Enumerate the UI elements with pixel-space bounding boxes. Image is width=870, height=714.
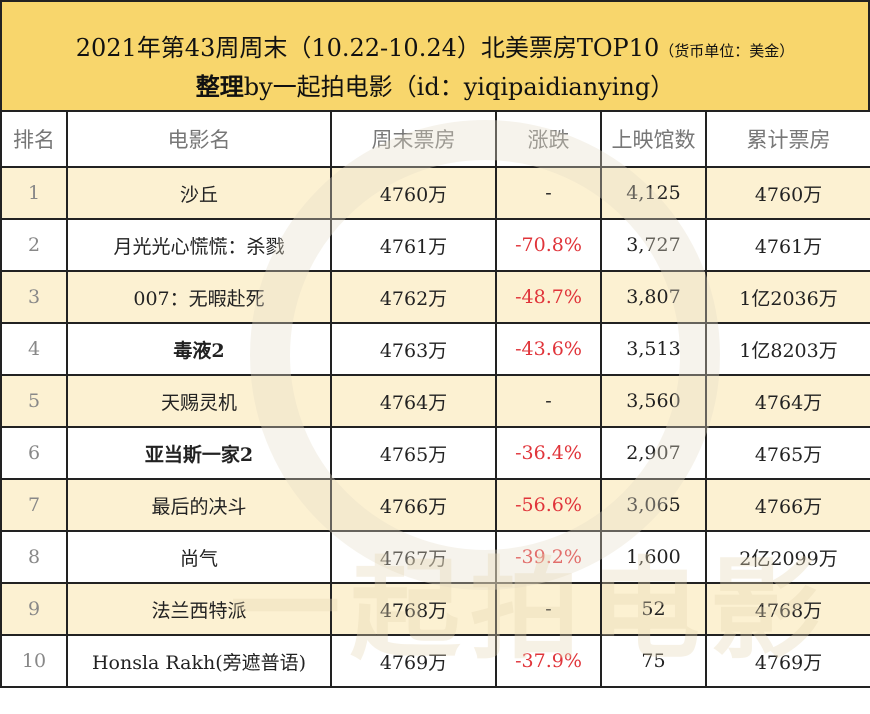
table-row: 8 尚气 4767万 -39.2% 1,600 2亿2099万 [0,530,870,584]
theaters-cell: 52 [600,582,707,636]
total-gross-cell: 4769万 [705,634,870,688]
header-weekend-gross: 周末票房 [330,110,497,168]
title-cell: 法兰西特派 [66,582,332,636]
theaters-cell: 1,600 [600,530,707,584]
total-gross-cell: 1亿2036万 [705,270,870,324]
theaters-cell: 3,513 [600,322,707,376]
rank-cell: 3 [0,270,68,324]
weekend-gross-cell: 4760万 [330,166,497,220]
table-row: 9 法兰西特派 4768万 -52 4768万 [0,582,870,636]
total-gross-cell: 2亿2099万 [705,530,870,584]
title-cell: 007：无暇赴死 [66,270,332,324]
rank-cell: 6 [0,426,68,480]
weekend-gross-cell: 4769万 [330,634,497,688]
theaters-cell: 2,907 [600,426,707,480]
table-row: 10 Honsla Rakh(旁遮普语) 4769万 -37.9% 75 4769万 [0,634,870,688]
rank-cell: 8 [0,530,68,584]
header-change: 涨跌 [495,110,602,168]
weekend-gross-cell: 4761万 [330,218,497,272]
title-cell: 月光光心慌慌：杀戮 [66,218,332,272]
header-theaters: 上映馆数 [600,110,707,168]
title-banner: 2021年第43周周末（10.22-10.24）北美票房TOP10（货币单位：美… [0,0,870,112]
title-cell: 亚当斯一家2 [66,426,332,480]
change-cell: -56.6% [495,478,602,532]
rank-cell: 1 [0,166,68,220]
table-row: 1 沙丘 4760万 -4,125 4760万 [0,166,870,220]
credit-bold: 整理 [195,72,244,101]
weekend-gross-cell: 4768万 [330,582,497,636]
total-gross-cell: 4768万 [705,582,870,636]
table-row: 2 月光光心慌慌：杀戮 4761万 -70.8% 3,727 4761万 [0,218,870,272]
theaters-cell: 4,125 [600,166,707,220]
rank-cell: 5 [0,374,68,428]
credit-text: by一起拍电影（id：yiqipaidianying） [243,73,675,101]
rank-cell: 7 [0,478,68,532]
change-cell: -70.8% [495,218,602,272]
total-gross-cell: 1亿8203万 [705,322,870,376]
title-cell: 天赐灵机 [66,374,332,428]
title-cell: 沙丘 [66,166,332,220]
box-office-table: 排名 电影名 周末票房 涨跌 上映馆数 累计票房 1 沙丘 4760万 -4,125 4760万 2… [0,110,870,688]
title-text: 2021年第43周周末（10.22-10.24）北美票房TOP10 [75,34,660,62]
total-gross-cell: 4765万 [705,426,870,480]
title-cell: 毒液2 [66,322,332,376]
title-cell: 尚气 [66,530,332,584]
rank-cell: 2 [0,218,68,272]
table-row: 5 天赐灵机 4764万 -3,560 4764万 [0,374,870,428]
theaters-cell: 75 [600,634,707,688]
table-row: 6 亚当斯一家2 4765万 -36.4% 2,907 4765万 [0,426,870,480]
rank-cell: 10 [0,634,68,688]
weekend-gross-cell: 4765万 [330,426,497,480]
header-row: 排名 电影名 周末票房 涨跌 上映馆数 累计票房 [0,110,870,168]
title-line-1: 2021年第43周周末（10.22-10.24）北美票房TOP10（货币单位：美… [2,28,868,63]
change-cell: -39.2% [495,530,602,584]
weekend-gross-cell: 4763万 [330,322,497,376]
weekend-gross-cell: 4764万 [330,374,497,428]
theaters-cell: 3,727 [600,218,707,272]
weekend-gross-cell: 4762万 [330,270,497,324]
change-cell: - [495,582,602,636]
title-line-2: 整理by一起拍电影（id：yiqipaidianying） [2,67,868,102]
rank-cell: 4 [0,322,68,376]
header-total-gross: 累计票房 [705,110,870,168]
change-cell: -43.6% [495,322,602,376]
change-cell: -37.9% [495,634,602,688]
change-cell: -36.4% [495,426,602,480]
table-row: 7 最后的决斗 4766万 -56.6% 3,065 4766万 [0,478,870,532]
header-rank: 排名 [0,110,68,168]
change-cell: - [495,166,602,220]
title-cell: 最后的决斗 [66,478,332,532]
table-row: 4 毒液2 4763万 -43.6% 3,513 1亿8203万 [0,322,870,376]
theaters-cell: 3,065 [600,478,707,532]
rank-cell: 9 [0,582,68,636]
total-gross-cell: 4760万 [705,166,870,220]
change-cell: -48.7% [495,270,602,324]
change-cell: - [495,374,602,428]
header-title: 电影名 [66,110,332,168]
total-gross-cell: 4766万 [705,478,870,532]
total-gross-cell: 4764万 [705,374,870,428]
weekend-gross-cell: 4767万 [330,530,497,584]
theaters-cell: 3,560 [600,374,707,428]
total-gross-cell: 4761万 [705,218,870,272]
title-cell: Honsla Rakh(旁遮普语) [66,634,332,688]
currency-unit: （货币单位：美金） [659,42,795,60]
theaters-cell: 3,807 [600,270,707,324]
table-row: 3 007：无暇赴死 4762万 -48.7% 3,807 1亿2036万 [0,270,870,324]
weekend-gross-cell: 4766万 [330,478,497,532]
